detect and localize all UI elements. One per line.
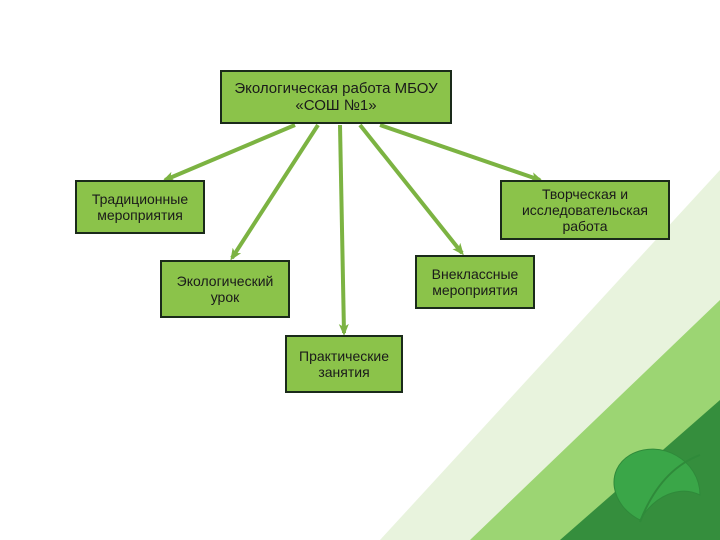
child-node-extracurricular: Внеклассные мероприятия xyxy=(415,255,535,309)
root-node: Экологическая работа МБОУ «СОШ №1» xyxy=(220,70,452,124)
child-label: Внеклассные мероприятия xyxy=(423,266,527,298)
edge-arrow xyxy=(380,125,540,180)
edge-arrow xyxy=(340,125,344,333)
child-node-creative-research: Творческая и исследовательская работа xyxy=(500,180,670,240)
child-node-traditional: Традиционные мероприятия xyxy=(75,180,205,234)
edge-arrow xyxy=(165,125,295,180)
diagram-stage: Экологическая работа МБОУ «СОШ №1» Тради… xyxy=(0,0,720,540)
root-label: Экологическая работа МБОУ «СОШ №1» xyxy=(228,80,444,115)
child-label: Экологический урок xyxy=(168,273,282,305)
child-label: Практические занятия xyxy=(293,348,395,380)
child-label: Традиционные мероприятия xyxy=(83,191,197,223)
edge-arrow xyxy=(360,125,462,253)
child-node-eco-lesson: Экологический урок xyxy=(160,260,290,318)
child-node-practical: Практические занятия xyxy=(285,335,403,393)
child-label: Творческая и исследовательская работа xyxy=(508,186,662,234)
